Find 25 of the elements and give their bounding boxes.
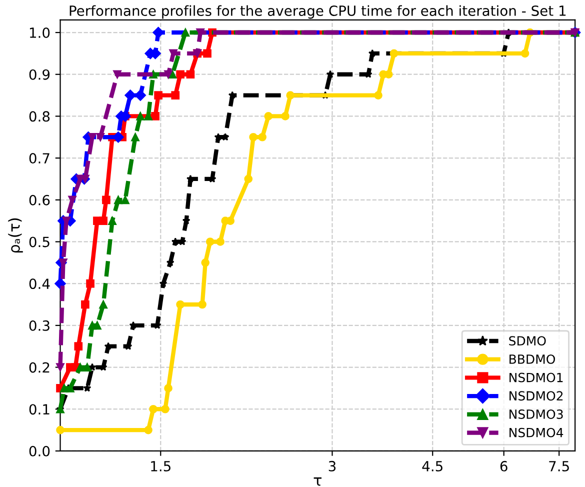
x-tick-label: 1.5 <box>151 461 170 472</box>
x-tick-label: 3 <box>328 460 336 472</box>
legend-label: BBDMO <box>510 354 556 364</box>
x-tick-label: 6 <box>500 460 508 472</box>
y-tick-label: 0.2 <box>29 362 50 373</box>
y-tick-label: 0.9 <box>29 69 50 80</box>
y-tick-label: 1.0 <box>30 27 50 38</box>
y-tick-label: 0.4 <box>29 278 50 290</box>
y-axis-title: ρₐ(τ) <box>8 218 23 252</box>
legend-label: SDMO <box>509 336 546 346</box>
y-tick-label: 0.7 <box>29 153 50 164</box>
y-tick-label: 0.0 <box>29 446 50 456</box>
x-tick-label: 4.5 <box>422 461 442 472</box>
y-tick-label: 0.6 <box>29 194 50 206</box>
chart-title: Performance profiles for the average CPU time for each iteration - Set 1 <box>70 5 566 19</box>
legend-label: NSDMO4 <box>510 428 564 438</box>
legend-label: NSDMO1 <box>510 372 563 382</box>
y-tick-label: 0.3 <box>29 320 50 331</box>
y-tick-label: 0.1 <box>29 404 50 415</box>
x-tick-label: 7.5 <box>549 461 569 472</box>
legend-label: NSDMO3 <box>510 409 563 419</box>
y-tick-label: 0.8 <box>29 111 50 122</box>
legend-label: NSDMO2 <box>510 391 563 401</box>
y-tick-label: 0.5 <box>29 236 50 248</box>
x-axis-title: τ <box>314 477 322 486</box>
